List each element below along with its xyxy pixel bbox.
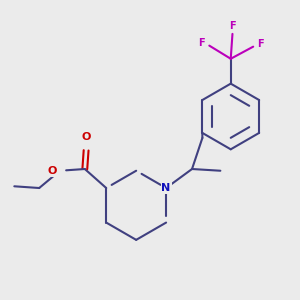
Text: O: O — [82, 131, 91, 142]
Text: F: F — [198, 38, 205, 48]
Text: F: F — [257, 39, 264, 49]
Text: N: N — [161, 183, 171, 193]
Text: O: O — [48, 166, 57, 176]
Text: F: F — [229, 21, 236, 31]
